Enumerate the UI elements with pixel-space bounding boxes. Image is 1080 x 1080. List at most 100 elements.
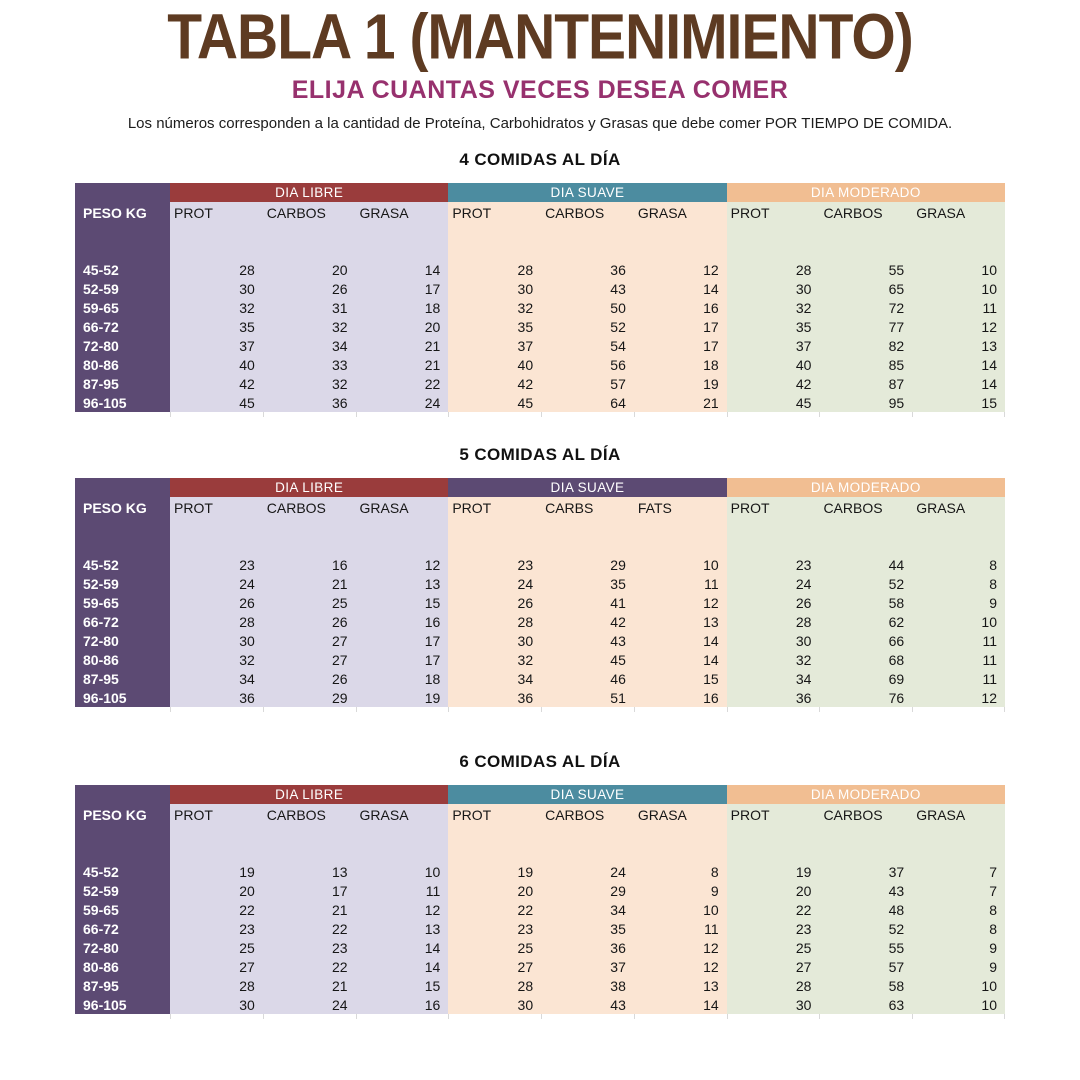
value-cell: 30 <box>795 280 812 297</box>
value-cell: 43 <box>888 882 905 899</box>
grid-tick <box>262 707 356 713</box>
value-cell: 26 <box>331 613 348 630</box>
value-cell: 95 <box>888 394 905 411</box>
value-cell: 14 <box>703 632 719 649</box>
value-cell: 34 <box>795 670 812 687</box>
value-cell: 33 <box>331 356 348 373</box>
value-cell: 25 <box>795 939 812 956</box>
grid-tick <box>448 412 541 418</box>
value-cell: 36 <box>331 394 348 411</box>
value-cell: 51 <box>610 689 626 706</box>
column-header: GRASA <box>916 205 966 222</box>
peso-row-label: 80-86 <box>83 356 119 373</box>
group-body <box>448 202 727 413</box>
column-header: GRASA <box>637 205 687 222</box>
value-cell: 42 <box>239 375 255 392</box>
section-heading-5-comidas: 5 COMIDAS AL DÍA <box>459 445 621 465</box>
value-cell: 10 <box>703 901 719 918</box>
value-cell: 17 <box>331 882 348 899</box>
grid-ticks <box>75 1014 1005 1020</box>
value-cell: 14 <box>424 958 441 975</box>
value-cell: 22 <box>331 958 348 975</box>
grid-tick <box>633 707 727 713</box>
value-cell: 11 <box>982 299 997 316</box>
value-cell: 54 <box>610 337 626 354</box>
peso-row-label: 66-72 <box>83 613 119 630</box>
day-band-label: DIA MODERADO <box>726 785 1005 805</box>
value-cell: 58 <box>888 594 905 611</box>
value-cell: 14 <box>703 996 719 1013</box>
column-header: GRASA <box>637 807 687 824</box>
value-cell: 12 <box>981 689 997 706</box>
peso-row-label: 52-59 <box>83 882 119 899</box>
group-body <box>170 804 449 1015</box>
grid-tick <box>633 412 727 418</box>
value-cell: 37 <box>795 337 812 354</box>
grid-tick <box>912 1014 1005 1020</box>
value-cell: 20 <box>331 261 348 278</box>
value-cell: 11 <box>704 920 719 937</box>
value-cell: 17 <box>424 632 441 649</box>
value-cell: 18 <box>424 299 441 316</box>
grid-tick <box>633 1014 727 1020</box>
value-cell: 19 <box>517 863 534 880</box>
value-cell: 15 <box>424 594 441 611</box>
grid-tick <box>819 707 912 713</box>
column-header: GRASA <box>359 807 409 824</box>
value-cell: 17 <box>703 318 719 335</box>
value-cell: 24 <box>239 575 255 592</box>
meals-table-grid: DIA LIBRE PROT CARBOS GRASA DIA SUAVE PROT CAR… <box>75 478 1005 708</box>
value-cell: 8 <box>989 556 997 573</box>
value-cell: 7 <box>989 882 997 899</box>
column-header: PROT <box>174 500 213 517</box>
value-cell: 22 <box>517 901 534 918</box>
value-cell: 22 <box>331 920 348 937</box>
value-cell: 10 <box>981 977 997 994</box>
value-cell: 22 <box>239 901 255 918</box>
value-cell: 21 <box>424 337 441 354</box>
value-cell: 43 <box>610 280 626 297</box>
value-cell: 45 <box>517 394 534 411</box>
value-cell: 12 <box>703 939 719 956</box>
group-body <box>448 497 727 708</box>
value-cell: 23 <box>239 556 255 573</box>
value-cell: 30 <box>239 996 255 1013</box>
value-cell: 14 <box>424 939 441 956</box>
value-cell: 10 <box>703 556 719 573</box>
value-cell: 28 <box>795 977 812 994</box>
value-cell: 27 <box>795 958 812 975</box>
value-cell: 44 <box>888 556 905 573</box>
value-cell: 22 <box>424 375 441 392</box>
meals-table-grid: DIA LIBRE PROT CARBOS GRASA DIA SUAVE PROT CAR… <box>75 785 1005 1015</box>
column-header: GRASA <box>916 500 966 517</box>
column-header: FATS <box>637 500 672 517</box>
value-cell: 64 <box>610 394 626 411</box>
value-cell: 35 <box>610 920 626 937</box>
value-cell: 11 <box>982 632 997 649</box>
value-cell: 50 <box>610 299 626 316</box>
value-cell: 23 <box>795 920 812 937</box>
grid-ticks <box>75 707 1005 713</box>
value-cell: 36 <box>795 689 812 706</box>
value-cell: 11 <box>704 575 719 592</box>
value-cell: 30 <box>795 996 812 1013</box>
value-cell: 16 <box>424 613 441 630</box>
value-cell: 34 <box>331 337 348 354</box>
value-cell: 32 <box>795 651 812 668</box>
peso-header: PESO KG <box>83 205 147 222</box>
value-cell: 12 <box>424 556 441 573</box>
value-cell: 36 <box>610 261 626 278</box>
value-cell: 43 <box>610 996 626 1013</box>
value-cell: 21 <box>331 575 348 592</box>
grid-tick <box>170 1014 263 1020</box>
peso-row-label: 87-95 <box>83 670 119 687</box>
value-cell: 27 <box>239 958 255 975</box>
value-cell: 14 <box>981 375 997 392</box>
value-cell: 26 <box>795 594 812 611</box>
column-header: CARBOS <box>823 807 883 824</box>
value-cell: 29 <box>610 882 626 899</box>
column-header: CARBOS <box>266 205 326 222</box>
peso-row-label: 87-95 <box>83 375 119 392</box>
peso-column-background <box>75 785 170 1015</box>
value-cell: 38 <box>610 977 626 994</box>
